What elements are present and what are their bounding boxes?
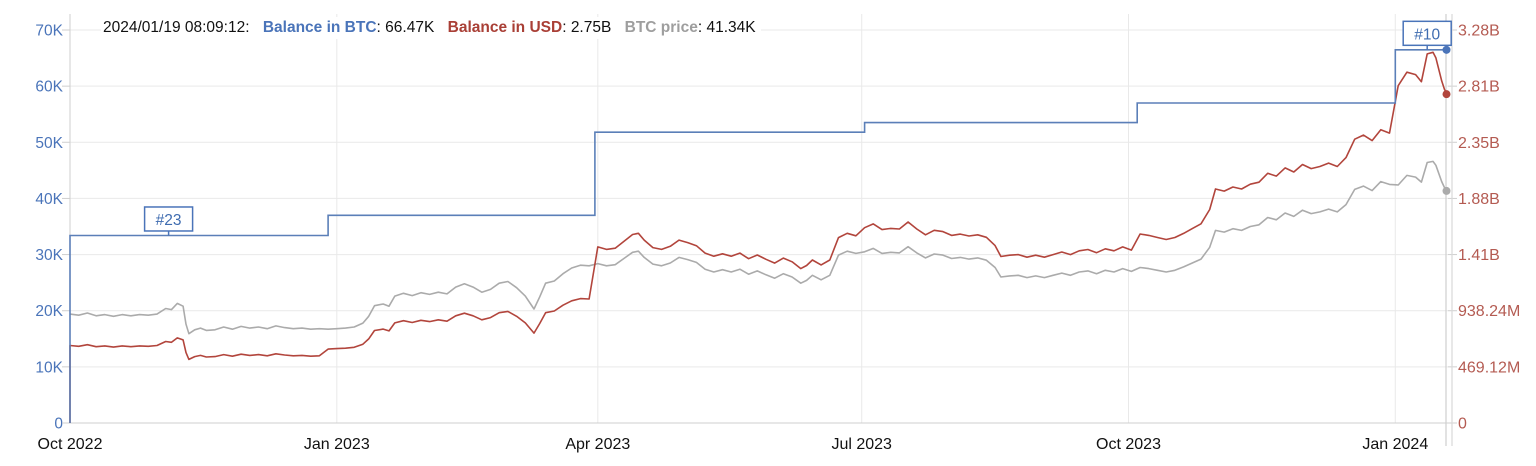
- x-axis-tick-label: Jan 2023: [304, 436, 370, 453]
- left-axis-tick-label: 30K: [35, 247, 63, 264]
- annotation-23[interactable]: #23: [143, 206, 194, 236]
- right-axis-tick-label: 1.41B: [1458, 247, 1500, 264]
- tooltip-sep-3: :: [697, 19, 707, 36]
- left-axis-tick-label: 60K: [35, 79, 63, 96]
- left-axis-tick-label: 0: [54, 416, 63, 433]
- right-axis-tick-label: 1.88B: [1458, 191, 1500, 208]
- balance-usd-end-dot: [1442, 90, 1451, 99]
- chart-tooltip: 2024/01/19 08:09:12: Balance in BTC: 66.…: [101, 17, 761, 39]
- x-axis-tick-label: Apr 2023: [565, 436, 630, 453]
- left-axis-tick-label: 40K: [35, 191, 63, 208]
- balance-usd-line: [69, 51, 1449, 423]
- right-axis-tick-label: 469.12M: [1458, 359, 1520, 376]
- x-axis-tick-label: Oct 2022: [38, 436, 103, 453]
- tooltip-series-balance-btc-value: 66.47K: [385, 19, 435, 36]
- tooltip-sep-2: :: [562, 19, 571, 36]
- left-axis-tick-label: 70K: [35, 23, 63, 40]
- tooltip-series-balance-btc-label: Balance in BTC: [262, 19, 377, 36]
- balance-btc-line: [69, 49, 1448, 423]
- balance-btc-end-dot: [1442, 45, 1451, 54]
- right-axis-tick-label: 0: [1458, 416, 1467, 433]
- tooltip-series-btc-price-value: 41.34K: [706, 19, 756, 36]
- tooltip-series-btc-price-label: BTC price: [624, 19, 698, 36]
- left-axis-tick-label: 20K: [35, 303, 63, 320]
- left-axis-tick-label: 10K: [35, 359, 63, 376]
- tooltip-series-balance-usd-value: 2.75B: [570, 19, 612, 36]
- tooltip-sep-1: :: [376, 19, 386, 36]
- right-axis-tick-label: 2.35B: [1458, 135, 1500, 152]
- x-axis-tick-label: Jan 2024: [1362, 436, 1428, 453]
- left-axis-tick-label: 50K: [35, 135, 63, 152]
- tooltip-timestamp: 2024/01/19 08:09:12:: [103, 19, 250, 36]
- annotation-10[interactable]: #10: [1402, 20, 1452, 50]
- right-axis-tick-label: 3.28B: [1458, 23, 1500, 40]
- annotation-label: #23: [156, 212, 182, 229]
- x-axis-tick-label: Jul 2023: [831, 436, 892, 453]
- x-axis-tick-label: Oct 2023: [1096, 436, 1161, 453]
- right-axis-tick-label: 938.24M: [1458, 303, 1520, 320]
- btc-price-line: [69, 160, 1449, 335]
- tooltip-series-balance-usd-label: Balance in USD: [447, 19, 563, 36]
- btc-price-end-dot: [1442, 186, 1451, 195]
- annotation-label: #10: [1414, 26, 1440, 43]
- right-axis-tick-label: 2.81B: [1458, 79, 1500, 96]
- annotation-box[interactable]: [1402, 20, 1452, 47]
